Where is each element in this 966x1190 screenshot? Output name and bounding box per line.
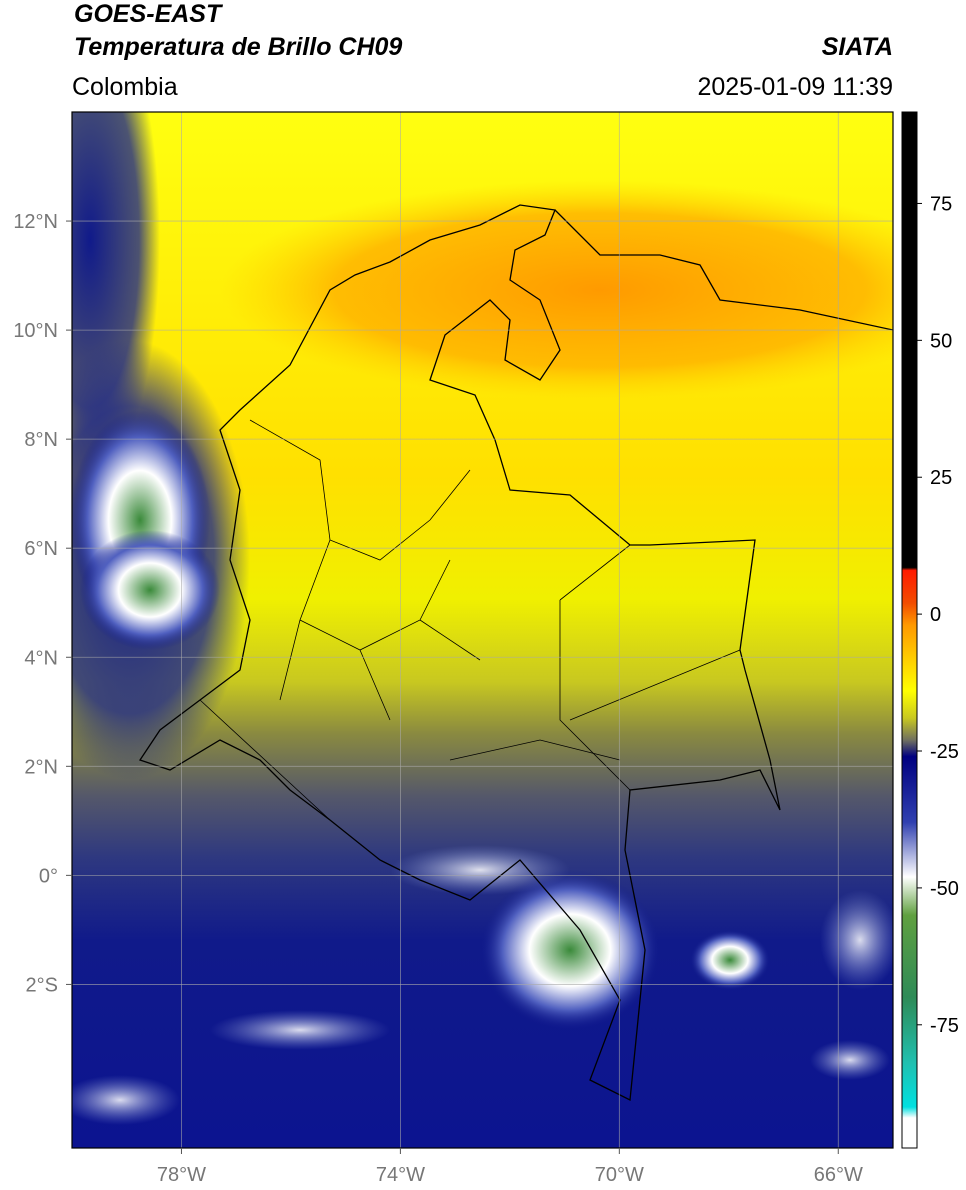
y-tick-label: 6°N bbox=[24, 538, 58, 560]
colorbar-tick-label: -50 bbox=[930, 878, 959, 900]
colorbar-tick-label: 75 bbox=[930, 193, 952, 215]
x-tick-label: 66°W bbox=[814, 1164, 863, 1186]
graticule bbox=[72, 112, 893, 1148]
colorbar-tick-label: 0 bbox=[930, 604, 941, 626]
colorbar-tick-label: -75 bbox=[930, 1015, 959, 1037]
satellite-image bbox=[72, 112, 893, 1148]
y-tick-label: 10°N bbox=[13, 320, 58, 342]
map-frame bbox=[71, 111, 894, 1149]
product-title: Temperatura de Brillo CH09 bbox=[74, 33, 402, 61]
y-tick-label: 12°N bbox=[13, 211, 58, 233]
source: SIATA bbox=[822, 33, 893, 61]
satellite-title: GOES-EAST bbox=[74, 0, 224, 28]
colorbar-tick-label: -25 bbox=[930, 741, 959, 763]
x-tick-label: 78°W bbox=[157, 1164, 206, 1186]
colorbar-tick-label: 25 bbox=[930, 467, 952, 489]
colorbar-tick-label: 50 bbox=[930, 330, 952, 352]
region: Colombia bbox=[72, 73, 178, 101]
y-tick-label: 8°N bbox=[24, 429, 58, 451]
y-tick-label: 2°N bbox=[24, 756, 58, 778]
colorbar bbox=[901, 111, 918, 1149]
x-tick-label: 70°W bbox=[595, 1164, 644, 1186]
y-tick-label: 2°S bbox=[26, 974, 58, 996]
datetime: 2025-01-09 11:39 bbox=[697, 73, 893, 101]
y-tick-label: 0° bbox=[39, 865, 58, 887]
y-tick-label: 4°N bbox=[24, 647, 58, 669]
x-tick-label: 74°W bbox=[376, 1164, 425, 1186]
